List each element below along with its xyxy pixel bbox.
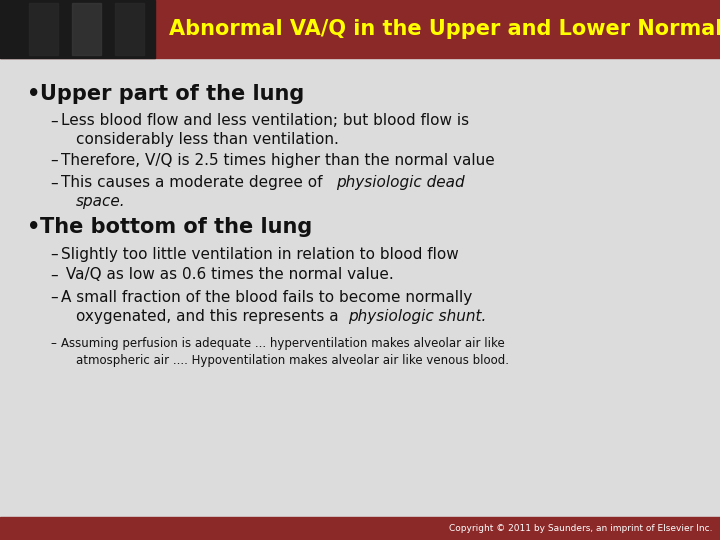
Bar xyxy=(0,517,720,540)
Bar xyxy=(72,3,101,55)
Text: Upper part of the lung: Upper part of the lung xyxy=(40,84,304,104)
Text: Copyright © 2011 by Saunders, an imprint of Elsevier Inc.: Copyright © 2011 by Saunders, an imprint… xyxy=(449,524,713,533)
Text: Less blood flow and less ventilation; but blood flow is: Less blood flow and less ventilation; bu… xyxy=(61,113,469,129)
Text: Slightly too little ventilation in relation to blood flow: Slightly too little ventilation in relat… xyxy=(61,247,459,262)
Bar xyxy=(0,0,720,58)
Bar xyxy=(0,58,720,517)
Text: –: – xyxy=(50,290,58,305)
Text: •: • xyxy=(27,217,40,237)
Text: oxygenated, and this represents a: oxygenated, and this represents a xyxy=(76,309,343,324)
Text: –: – xyxy=(50,338,56,350)
Text: considerably less than ventilation.: considerably less than ventilation. xyxy=(76,132,338,147)
Text: •: • xyxy=(27,84,40,104)
Text: Abnormal VA/Q in the Upper and Lower Normal Lung.: Abnormal VA/Q in the Upper and Lower Nor… xyxy=(169,19,720,39)
Text: Therefore, V/Q is 2.5 times higher than the normal value: Therefore, V/Q is 2.5 times higher than … xyxy=(61,153,495,168)
Text: –: – xyxy=(50,153,58,168)
Bar xyxy=(0,0,155,58)
Text: –: – xyxy=(50,176,58,191)
Text: Va/Q as low as 0.6 times the normal value.: Va/Q as low as 0.6 times the normal valu… xyxy=(61,267,394,282)
Text: –: – xyxy=(50,267,58,282)
Text: physiologic dead: physiologic dead xyxy=(336,176,465,191)
Bar xyxy=(29,3,58,55)
Text: A small fraction of the blood fails to become normally: A small fraction of the blood fails to b… xyxy=(61,290,472,305)
Text: –: – xyxy=(50,113,58,129)
Text: physiologic shunt.: physiologic shunt. xyxy=(348,309,486,324)
Text: This causes a moderate degree of: This causes a moderate degree of xyxy=(61,176,328,191)
Text: The bottom of the lung: The bottom of the lung xyxy=(40,217,312,237)
Text: –: – xyxy=(50,247,58,262)
Text: space.: space. xyxy=(76,194,125,210)
Bar xyxy=(115,3,144,55)
Text: Assuming perfusion is adequate ... hyperventilation makes alveolar air like: Assuming perfusion is adequate ... hyper… xyxy=(61,338,505,350)
Text: atmospheric air .... Hypoventilation makes alveolar air like venous blood.: atmospheric air .... Hypoventilation mak… xyxy=(76,354,508,367)
